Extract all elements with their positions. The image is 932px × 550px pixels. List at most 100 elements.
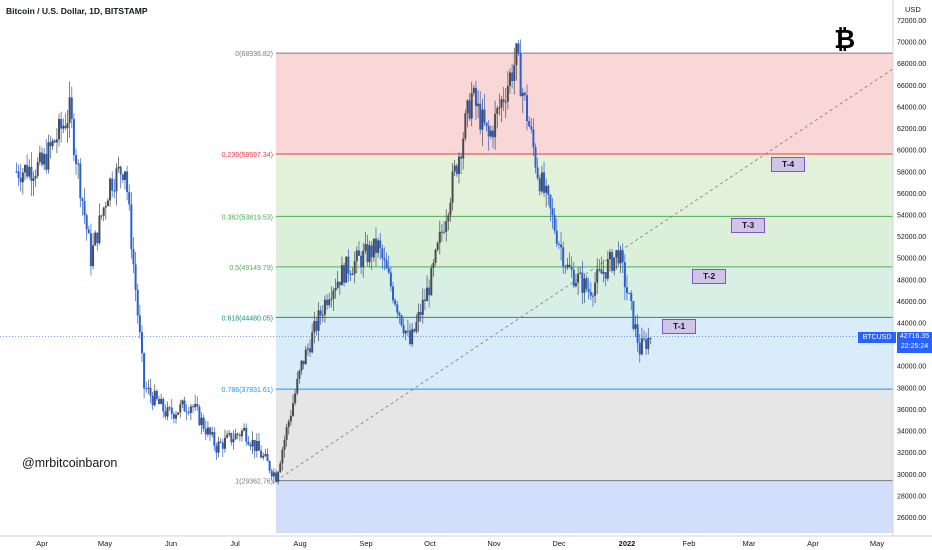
candle-body: [581, 272, 584, 293]
candle-body: [92, 245, 95, 267]
candle-body: [32, 178, 35, 181]
candle-body: [349, 273, 352, 275]
candle-body: [362, 250, 365, 268]
candle-body: [364, 244, 367, 251]
candle-body: [132, 249, 135, 265]
candle-body: [392, 286, 394, 301]
candle-body: [600, 269, 603, 274]
candle-body: [300, 360, 303, 371]
candle-body: [83, 200, 86, 216]
candle-body: [249, 444, 252, 447]
candle-body: [355, 250, 358, 262]
candle-body: [117, 166, 120, 169]
candle-body: [338, 281, 341, 286]
candle-body: [421, 299, 424, 315]
candle-body: [232, 439, 235, 443]
price-tick-label: 38000.00: [897, 385, 926, 392]
candle-body: [202, 417, 205, 429]
candle-body: [292, 403, 295, 416]
candle-body: [443, 231, 446, 233]
candle-body: [221, 442, 224, 449]
price-tick-label: 48000.00: [897, 277, 926, 284]
target-t2[interactable]: T-2: [692, 269, 727, 284]
candle-body: [64, 125, 67, 129]
candle-body: [170, 407, 173, 414]
candle-body: [400, 315, 403, 326]
candle-body: [423, 299, 426, 302]
target-t1[interactable]: T-1: [662, 319, 697, 334]
candle-body: [379, 240, 382, 249]
candle-body: [200, 417, 203, 426]
target-t4[interactable]: T-4: [771, 157, 806, 172]
candle-body: [455, 165, 458, 175]
candle-body: [38, 152, 41, 162]
candle-body: [236, 433, 239, 435]
candle-body: [634, 324, 637, 329]
candle-body: [77, 163, 80, 165]
candle-body: [640, 338, 643, 355]
candle-body: [608, 251, 611, 260]
candle-body: [385, 260, 388, 269]
candle-body: [185, 411, 188, 413]
price-tick-label: 68000.00: [897, 61, 926, 68]
candle-body: [334, 288, 337, 291]
candle-body: [451, 171, 454, 203]
candle-body: [41, 152, 43, 165]
candle-body: [326, 299, 329, 306]
candle-body: [189, 406, 192, 413]
candle-body: [479, 103, 482, 130]
candle-body: [489, 130, 492, 137]
candle-body: [643, 338, 646, 340]
candle-body: [632, 301, 635, 329]
candle-body: [630, 293, 633, 302]
candle-body: [198, 406, 201, 426]
candle-body: [17, 171, 20, 179]
candle-body: [85, 215, 88, 230]
candle-body: [266, 454, 269, 462]
candle-body: [596, 269, 599, 283]
candle-body: [298, 370, 301, 379]
candle-body: [628, 292, 631, 294]
candle-body: [477, 103, 480, 107]
candle-body: [615, 250, 618, 258]
candle-body: [534, 147, 537, 168]
candle-body: [213, 432, 216, 446]
time-tick-label: Aug: [293, 539, 306, 548]
candle-body: [470, 93, 473, 119]
candle-body: [217, 441, 220, 453]
price-tick-label: 44000.00: [897, 321, 926, 328]
candle-body: [509, 72, 511, 86]
candle-body: [240, 430, 243, 437]
candle-body: [215, 445, 218, 453]
candle-body: [270, 470, 273, 477]
candle-body: [47, 142, 50, 170]
price-tick-label: 30000.00: [897, 472, 926, 479]
candle-body: [587, 288, 590, 292]
time-tick-label: 2022: [619, 539, 636, 548]
candle-body: [94, 232, 97, 246]
price-tick-label: 58000.00: [897, 169, 926, 176]
candle-body: [481, 109, 484, 130]
candle-body: [160, 398, 163, 405]
candle-body: [351, 273, 354, 275]
target-t3[interactable]: T-3: [731, 218, 766, 233]
candle-body: [543, 172, 546, 193]
candle-body: [360, 255, 363, 268]
candle-body: [466, 100, 469, 114]
candle-body: [577, 273, 580, 283]
candle-body: [206, 427, 209, 435]
candle-body: [330, 298, 333, 300]
candle-body: [523, 92, 526, 96]
candle-body: [583, 278, 586, 293]
price-tick-label: 40000.00: [897, 364, 926, 371]
candle-body: [260, 450, 263, 458]
candle-body: [15, 171, 18, 173]
currency-label: USD: [905, 5, 921, 14]
candle-body: [119, 166, 122, 175]
candle-body: [502, 99, 505, 102]
candle-body: [143, 353, 146, 389]
candle-body: [594, 282, 597, 296]
candle-body: [572, 269, 575, 287]
candle-body: [247, 441, 250, 445]
candle-body: [275, 472, 277, 482]
